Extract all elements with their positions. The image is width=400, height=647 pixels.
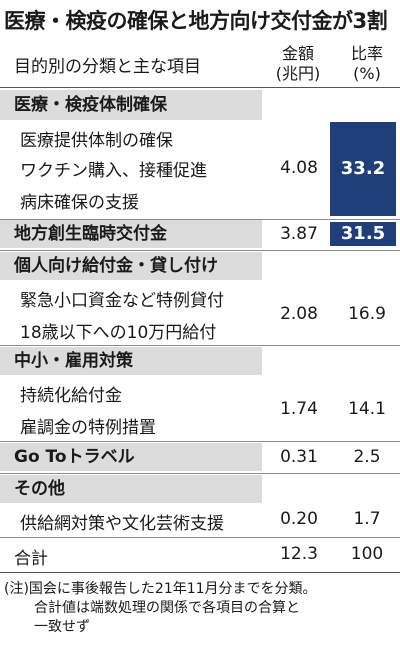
total-label: 合計: [14, 549, 48, 569]
page-title: 医療・検疫の確保と地方向け交付金が3割: [4, 9, 388, 33]
item-label: 雇調金の特例措置: [20, 418, 156, 438]
amount-header-label: 金額: [281, 44, 314, 63]
group-band-sme: 中小・雇用対策: [0, 347, 262, 375]
item-label: 供給網対策や文化芸術支援: [20, 514, 224, 534]
group-band-local: 地方創生臨時交付金: [0, 220, 262, 248]
amount-value: 0.31: [280, 447, 318, 467]
group-band-individual: 個人向け給付金・貸し付け: [0, 252, 262, 280]
category-column-header: 目的別の分類と主な項目: [14, 57, 201, 77]
amount-value: 3.87: [280, 224, 318, 244]
group-title: 個人向け給付金・貸し付け: [14, 256, 218, 276]
amount-value: 1.74: [280, 399, 318, 419]
footnote-line: (注)国会に事後報告した21年11月分までを分類。: [4, 581, 317, 597]
amount-column-header: 金額 (兆円): [268, 44, 328, 84]
table-row: 緊急小口資金など特例貸付 18歳以下への10万円給付 2.08 16.9: [0, 282, 400, 344]
ratio-header-label: 比率: [350, 44, 383, 63]
ratio-value: 14.1: [348, 399, 386, 419]
ratio-value: 2.5: [353, 447, 381, 467]
group-band-goto: Go Toトラベル: [0, 443, 262, 471]
total-ratio: 100: [350, 544, 384, 564]
footnote-line: 一致せず: [34, 619, 90, 635]
highlighted-ratio: 31.5: [330, 222, 396, 246]
ratio-header-unit: (%): [353, 64, 381, 83]
ratio-value: 1.7: [353, 509, 381, 529]
item-label: 病床確保の支援: [20, 193, 139, 213]
table-bottom-rule: [0, 572, 400, 573]
table-header: 目的別の分類と主な項目 金額 (兆円) 比率 (%): [0, 40, 400, 86]
total-amount: 12.3: [280, 544, 318, 564]
row-divider: [0, 250, 400, 251]
group-band-other: その他: [0, 475, 262, 503]
highlighted-ratio: 33.2: [330, 122, 396, 216]
item-label: 18歳以下への10万円給付: [20, 323, 217, 343]
ratio-value: 16.9: [348, 304, 386, 324]
row-divider: [0, 441, 400, 442]
header-divider: [0, 87, 400, 88]
item-label: 緊急小口資金など特例貸付: [20, 291, 224, 311]
row-divider: [0, 345, 400, 346]
table-row: 持続化給付金 雇調金の特例措置 1.74 14.1: [0, 377, 400, 439]
total-row: 合計 12.3 100: [0, 539, 400, 571]
table-row: 医療提供体制の確保 ワクチン購入、接種促進 病床確保の支援 4.08: [0, 122, 400, 218]
footnote-line: 合計値は端数処理の関係で各項目の合算と: [34, 600, 300, 616]
group-title: 中小・雇用対策: [14, 351, 133, 371]
footnote: (注)国会に事後報告した21年11月分までを分類。 合計値は端数処理の関係で各項…: [4, 580, 398, 637]
row-divider: [0, 473, 400, 474]
amount-value: 0.20: [280, 509, 318, 529]
amount-value: 2.08: [280, 304, 318, 324]
row-divider: [0, 219, 400, 220]
table-row: 供給網対策や文化芸術支援 0.20 1.7: [0, 505, 400, 535]
group-title: 地方創生臨時交付金: [14, 224, 167, 244]
amount-header-unit: (兆円): [275, 64, 321, 83]
group-title: Go Toトラベル: [14, 447, 135, 467]
group-title: 医療・検疫体制確保: [14, 95, 167, 115]
item-label: 持続化給付金: [20, 386, 122, 406]
group-band-medical: 医療・検疫体制確保: [0, 90, 262, 120]
amount-value: 4.08: [280, 158, 318, 178]
group-title: その他: [14, 479, 65, 499]
ratio-column-header: 比率 (%): [338, 44, 396, 84]
item-label: 医療提供体制の確保: [20, 131, 173, 151]
row-divider: [0, 537, 400, 538]
item-label: ワクチン購入、接種促進: [20, 161, 207, 181]
